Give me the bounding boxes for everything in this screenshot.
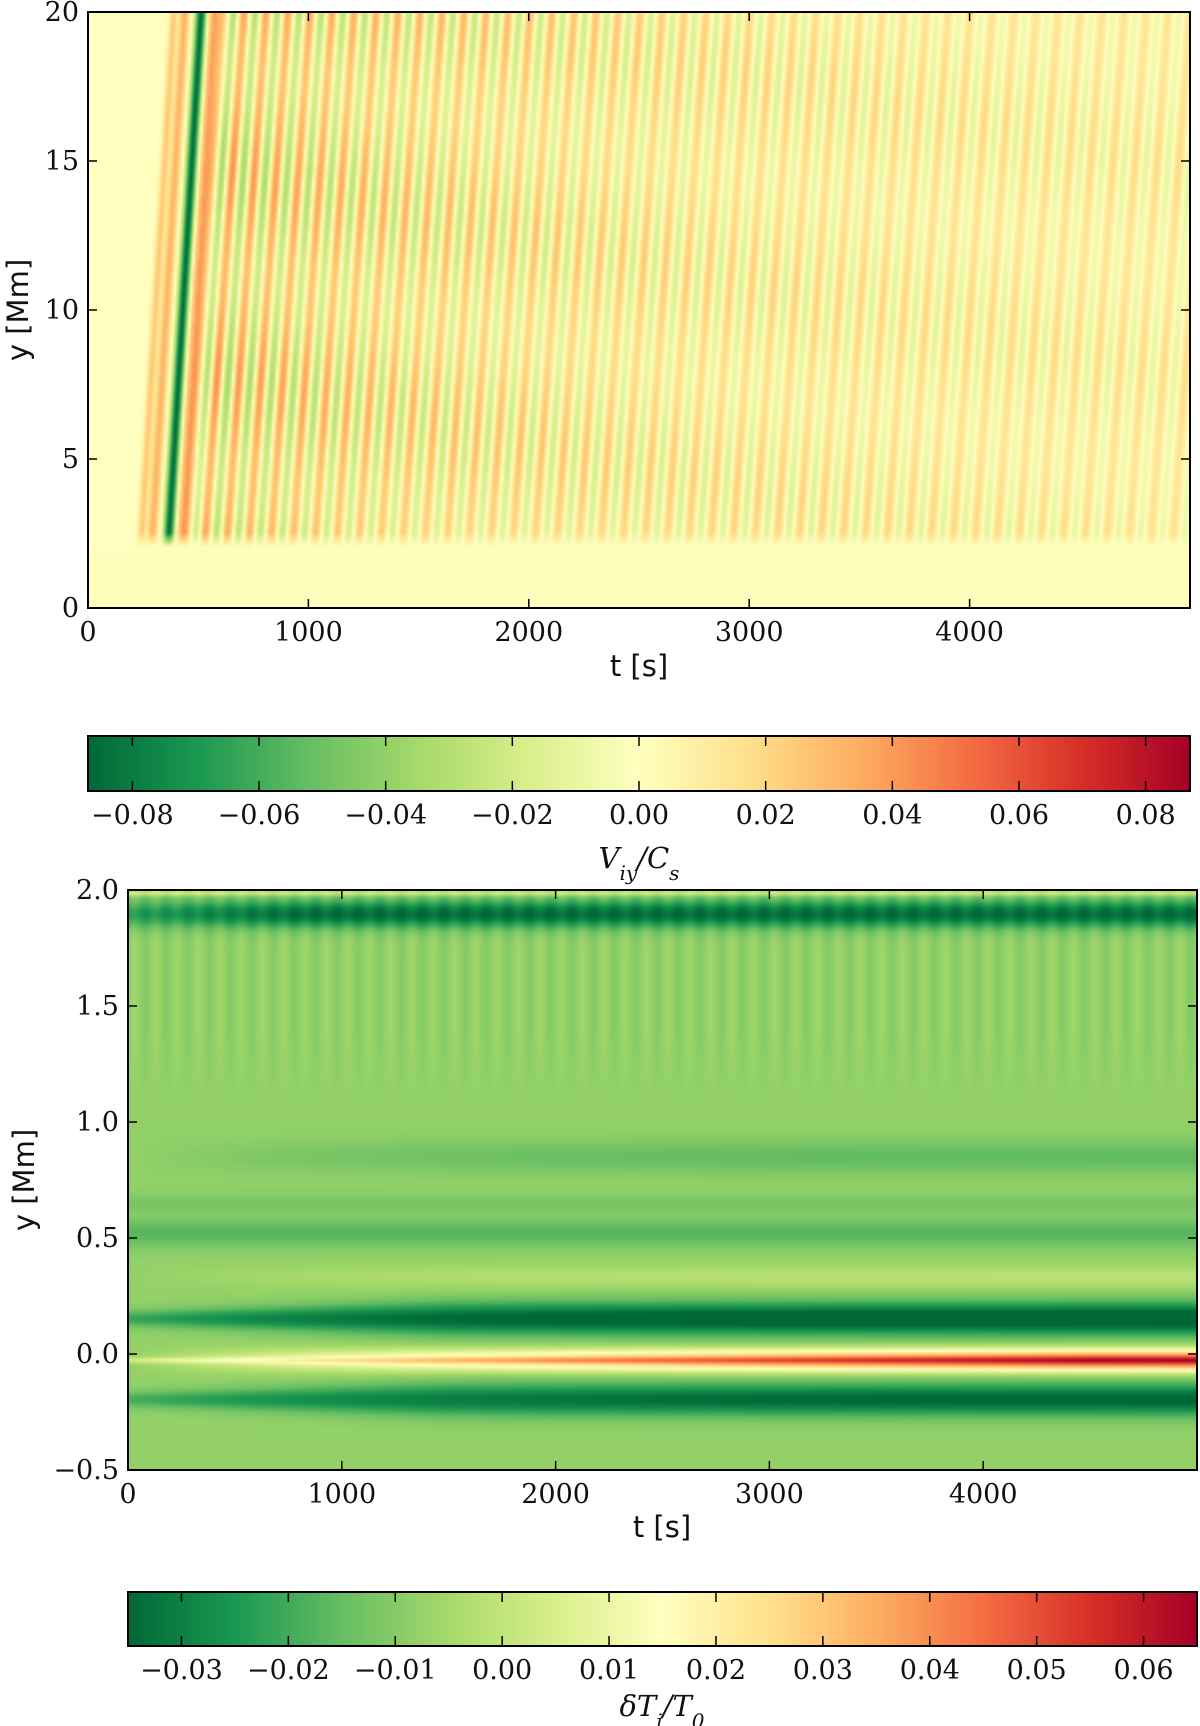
- colorbar-tick-label: 0.00: [609, 800, 669, 831]
- y-tick-label: 0.5: [76, 1223, 119, 1254]
- colorbar-tick-label: 0.03: [793, 1655, 853, 1686]
- x-tick-label: 4000: [935, 617, 1004, 648]
- bottom-heatmap-frame: [127, 889, 1198, 1471]
- x-tick-label: 3000: [735, 1479, 804, 1510]
- y-tick-label: 1.0: [76, 1107, 119, 1138]
- colorbar-tick-label: 0.02: [736, 800, 796, 831]
- colorbar-tick-label: 0.08: [1116, 800, 1176, 831]
- y-tick-label: 15: [45, 146, 79, 177]
- x-tick-label: 2000: [521, 1479, 590, 1510]
- bottom-colorbar-ticks: −0.03 −0.02 −0.01 0.00 0.01 0.02 0.03 0.04 0.05 0…: [140, 1592, 1174, 1686]
- bottom-y-ticks: −0.5 0.0 0.5 1.0 1.5 2.0: [53, 875, 1197, 1486]
- x-tick-label: 0: [79, 617, 96, 648]
- bottom-x-ticks: 0 1000 2000 3000 4000: [119, 890, 1018, 1510]
- bottom-heatmap-panel: 0 1000 2000 3000 4000 −0.5 0.0 0.5 1.0 1.5 2.0 t …: [7, 875, 1198, 1544]
- colorbar-tick-label: 0.05: [1007, 1655, 1067, 1686]
- top-y-axis-title: y [Mm]: [1, 259, 35, 361]
- bottom-x-axis-title: t [s]: [633, 1510, 691, 1544]
- bottom-colorbar-gradient: [127, 1591, 1198, 1647]
- x-tick-label: 2000: [494, 617, 563, 648]
- top-x-axis-title: t [s]: [610, 649, 668, 683]
- bottom-y-axis-title: y [Mm]: [7, 1129, 41, 1231]
- y-tick-label: −0.5: [53, 1455, 119, 1486]
- x-tick-label: 1000: [274, 617, 343, 648]
- colorbar-tick-label: 0.04: [900, 1655, 960, 1686]
- colorbar-tick-label: −0.02: [247, 1655, 330, 1686]
- y-tick-label: 0: [62, 593, 79, 624]
- bottom-heatmap-image: [128, 890, 1197, 1470]
- colorbar-tick-label: 0.02: [686, 1655, 746, 1686]
- colorbar-tick-label: −0.06: [218, 800, 301, 831]
- colorbar-tick-label: −0.01: [354, 1655, 437, 1686]
- colorbar-tick-label: −0.03: [140, 1655, 223, 1686]
- y-tick-label: 5: [62, 444, 79, 475]
- colorbar-tick-label: 0.06: [989, 800, 1049, 831]
- x-tick-label: 0: [119, 1479, 136, 1510]
- y-tick-label: 10: [45, 295, 79, 326]
- colorbar-tick-label: 0.00: [472, 1655, 532, 1686]
- bottom-colorbar-label: δTi/T0: [619, 1689, 704, 1726]
- colorbar-tick-label: 0.04: [862, 800, 922, 831]
- top-y-ticks: 0 5 10 15 20: [45, 0, 1190, 624]
- bottom-colorbar: −0.03 −0.02 −0.01 0.00 0.01 0.02 0.03 0.04 0.05 0…: [127, 1591, 1198, 1726]
- top-heatmap-image: [88, 12, 1190, 608]
- colorbar-tick-label: −0.04: [344, 800, 427, 831]
- y-tick-label: 20: [45, 0, 79, 28]
- y-tick-label: 0.0: [76, 1339, 119, 1370]
- colorbar-tick-label: 0.06: [1113, 1655, 1173, 1686]
- y-tick-label: 2.0: [76, 875, 119, 906]
- colorbar-tick-label: −0.08: [91, 800, 174, 831]
- colorbar-tick-label: −0.02: [471, 800, 554, 831]
- top-colorbar: −0.08 −0.06 −0.04 −0.02 0.00 0.02 0.04 0.06 0.08…: [87, 735, 1191, 885]
- x-tick-label: 1000: [307, 1479, 376, 1510]
- top-heatmap-panel: 0 1000 2000 3000 4000 0 5 10 15 20 t [s] y [Mm]: [1, 0, 1191, 683]
- top-colorbar-label: Viy/Cs: [599, 841, 680, 885]
- x-tick-label: 4000: [949, 1479, 1018, 1510]
- top-x-ticks: 0 1000 2000 3000 4000: [79, 12, 1004, 648]
- y-tick-label: 1.5: [76, 991, 119, 1022]
- x-tick-label: 3000: [715, 617, 784, 648]
- top-colorbar-ticks: −0.08 −0.06 −0.04 −0.02 0.00 0.02 0.04 0.06 0.08: [91, 736, 1176, 831]
- colorbar-tick-label: 0.01: [579, 1655, 639, 1686]
